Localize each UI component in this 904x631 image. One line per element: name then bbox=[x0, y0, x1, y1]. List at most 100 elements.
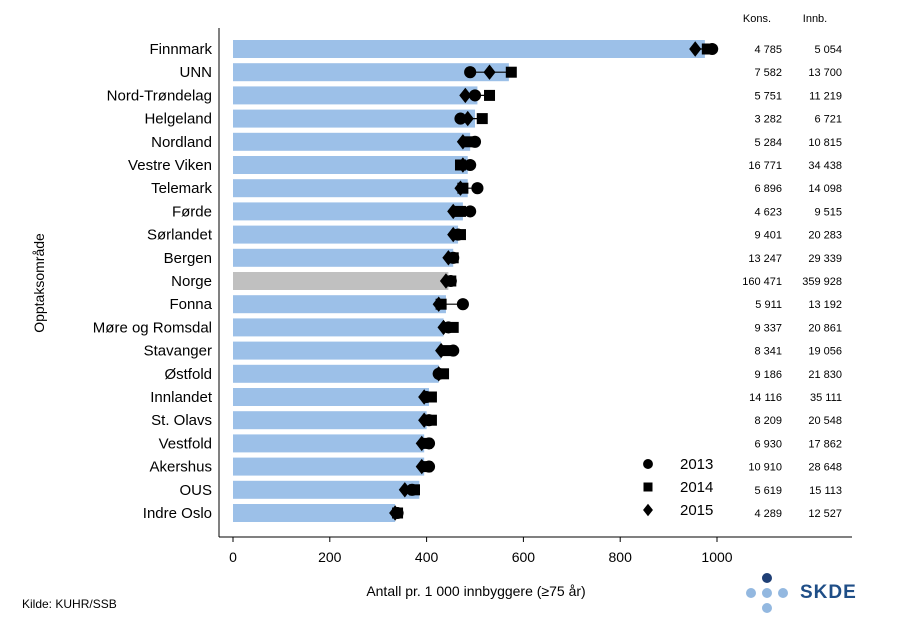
legend-label: 2014 bbox=[680, 479, 713, 496]
bar-6 bbox=[233, 179, 468, 198]
kons-header: Kons. bbox=[743, 13, 771, 25]
marker-2015 bbox=[415, 435, 428, 452]
marker-2015 bbox=[454, 180, 467, 196]
marker-2015 bbox=[435, 342, 448, 359]
innb-value: 20 283 bbox=[808, 230, 842, 242]
innb-value: 10 815 bbox=[808, 137, 842, 149]
kons-value: 6 930 bbox=[754, 438, 782, 450]
category-label: Vestre Viken bbox=[128, 157, 212, 174]
legend-label: 2015 bbox=[680, 502, 713, 519]
innb-value: 13 192 bbox=[808, 299, 842, 311]
marker-2015 bbox=[461, 110, 474, 127]
innb-value: 34 438 bbox=[808, 160, 842, 172]
marker-2015 bbox=[439, 273, 453, 289]
category-label: Innlandet bbox=[150, 389, 213, 406]
marker-2015 bbox=[456, 134, 469, 150]
marker-2014 bbox=[484, 89, 496, 101]
kons-value: 4 289 bbox=[754, 508, 782, 520]
marker-2014 bbox=[505, 66, 517, 78]
bar-4 bbox=[233, 132, 471, 151]
legend-label: 2013 bbox=[680, 456, 713, 473]
bar-0 bbox=[233, 40, 705, 58]
innb-value: 14 098 bbox=[808, 183, 842, 195]
kons-value: 5 911 bbox=[755, 299, 782, 311]
bar-7 bbox=[233, 202, 463, 221]
category-label: Vestfold bbox=[159, 435, 212, 452]
innb-value: 17 862 bbox=[808, 438, 842, 450]
category-label: Fonna bbox=[169, 296, 212, 313]
bar-12 bbox=[233, 318, 444, 337]
bar-20 bbox=[233, 504, 396, 522]
category-label: Møre og Romsdal bbox=[93, 319, 212, 336]
marker-2014 bbox=[409, 484, 420, 496]
innb-value: 20 861 bbox=[808, 322, 842, 334]
kons-value: 5 284 bbox=[754, 137, 782, 149]
bar-2 bbox=[233, 86, 478, 105]
marker-2013 bbox=[456, 298, 469, 311]
innb-value: 19 056 bbox=[808, 346, 842, 358]
innb-value: 20 548 bbox=[808, 415, 842, 427]
marker-2015 bbox=[447, 226, 460, 243]
marker-2014 bbox=[454, 205, 466, 217]
innb-value: 29 339 bbox=[808, 253, 842, 265]
bar-16 bbox=[233, 411, 427, 430]
innb-value: 359 928 bbox=[802, 276, 842, 288]
marker-2015 bbox=[483, 64, 496, 80]
kons-value: 9 186 bbox=[754, 369, 782, 381]
category-label: Norge bbox=[171, 273, 212, 290]
marker-2014 bbox=[701, 43, 713, 55]
bar-19 bbox=[233, 480, 420, 499]
kons-value: 5 619 bbox=[754, 485, 782, 497]
category-label: Østfold bbox=[164, 366, 212, 383]
marker-2015 bbox=[415, 458, 428, 475]
innb-value: 15 113 bbox=[809, 485, 842, 497]
bar-3 bbox=[233, 109, 475, 128]
x-tick-label: 600 bbox=[512, 549, 536, 565]
kons-value: 13 247 bbox=[748, 253, 782, 265]
kons-value: 3 282 bbox=[754, 114, 782, 126]
innb-value: 6 721 bbox=[814, 114, 842, 126]
kons-value: 6 896 bbox=[754, 183, 782, 195]
innb-value: 35 111 bbox=[810, 392, 842, 404]
marker-2015 bbox=[459, 87, 472, 104]
marker-2013 bbox=[471, 182, 484, 195]
x-tick-label: 0 bbox=[229, 549, 237, 565]
bar-11 bbox=[233, 295, 446, 314]
innb-value: 13 700 bbox=[808, 67, 842, 79]
legend-marker-2014 bbox=[643, 482, 653, 492]
legend-marker-2015 bbox=[643, 503, 653, 517]
category-label: Bergen bbox=[164, 250, 212, 267]
marker-2015 bbox=[389, 505, 402, 521]
kons-value: 16 771 bbox=[748, 160, 782, 172]
marker-2014 bbox=[454, 229, 466, 241]
kons-value: 10 910 bbox=[748, 462, 782, 474]
kons-value: 4 623 bbox=[754, 206, 782, 218]
marker-2013 bbox=[464, 66, 477, 79]
category-label: Førde bbox=[172, 203, 212, 220]
category-label: Nordland bbox=[151, 134, 212, 151]
marker-2014 bbox=[447, 321, 459, 333]
marker-2013 bbox=[464, 205, 477, 218]
category-label: Finnmark bbox=[149, 41, 212, 58]
logo-text: SKDE bbox=[800, 582, 857, 603]
category-label: Indre Oslo bbox=[143, 505, 212, 522]
marker-2014 bbox=[425, 414, 437, 426]
source-note: Kilde: KUHR/SSB bbox=[22, 597, 117, 611]
skde-logo: SKDE bbox=[740, 570, 880, 620]
bar-1 bbox=[233, 63, 509, 82]
category-label: St. Olavs bbox=[151, 412, 212, 429]
innb-value: 21 830 bbox=[808, 369, 842, 381]
kons-value: 5 751 bbox=[754, 90, 782, 102]
marker-2015 bbox=[432, 296, 445, 312]
marker-2015 bbox=[432, 366, 445, 382]
innb-value: 5 054 bbox=[814, 44, 842, 56]
legend-marker-2013 bbox=[643, 459, 653, 469]
category-label: Helgeland bbox=[144, 111, 212, 128]
category-label: Akershus bbox=[149, 459, 212, 476]
bar-5 bbox=[233, 156, 468, 174]
kons-value: 160 471 bbox=[742, 276, 782, 288]
bar-18 bbox=[233, 457, 425, 476]
kons-value: 9 337 bbox=[754, 322, 782, 334]
y-axis-title: Opptaksområde bbox=[31, 233, 47, 333]
